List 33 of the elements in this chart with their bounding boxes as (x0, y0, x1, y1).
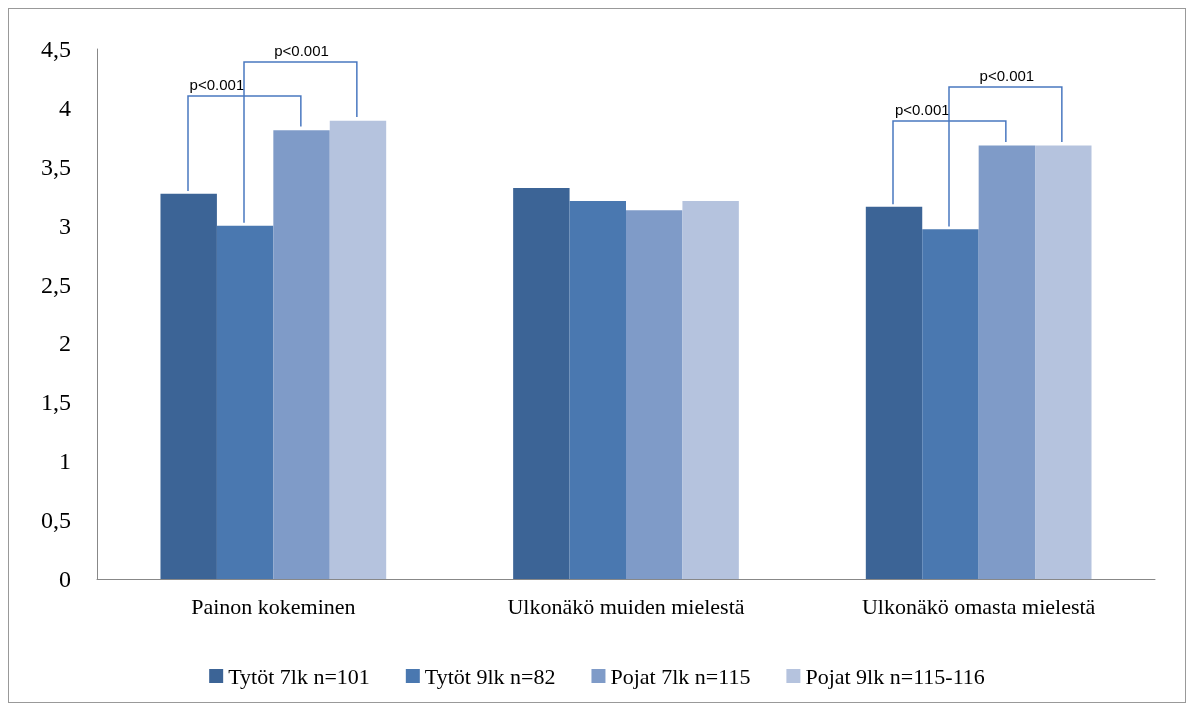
bar (273, 130, 330, 579)
y-tick-label: 0,5 (41, 507, 71, 534)
bar (329, 120, 387, 579)
x-tick-label: Ulkonäkö omasta mielestä (861, 593, 1096, 619)
y-tick-label: 2,5 (41, 271, 71, 298)
y-tick-label: 3 (59, 212, 71, 239)
y-tick-label: 0 (59, 566, 71, 592)
legend-label: Tytöt 9lk n=82 (424, 663, 556, 689)
bar (216, 225, 274, 579)
bar (160, 193, 217, 579)
annotation: p<0.001 (894, 100, 950, 118)
bar (682, 200, 739, 579)
legend-label: Pojat 7lk n=115 (610, 663, 751, 689)
legend-label: Pojat 9lk n=115-116 (805, 663, 985, 689)
bar (865, 206, 923, 579)
y-tick-label: 1 (59, 448, 71, 475)
y-tick-label: 4 (59, 94, 71, 121)
y-tick-label: 1,5 (41, 389, 71, 416)
bar (922, 229, 979, 579)
bar (569, 200, 626, 579)
y-tick-label: 3,5 (41, 153, 71, 180)
bar (626, 210, 683, 579)
y-tick-label: 4,5 (41, 36, 71, 62)
annotation: p<0.001 (979, 66, 1035, 84)
bar (1035, 145, 1092, 579)
annotation: p<0.001 (274, 41, 329, 59)
legend-label: Tytöt 7lk n=101 (228, 663, 370, 689)
annotation: p<0.001 (189, 75, 245, 93)
x-tick-label: Painon kokeminen (191, 593, 356, 619)
y-tick-label: 2 (59, 330, 71, 357)
bar (978, 145, 1036, 579)
bar (513, 187, 570, 579)
x-tick-label: Ulkonäkö muiden mielestä (507, 593, 745, 619)
